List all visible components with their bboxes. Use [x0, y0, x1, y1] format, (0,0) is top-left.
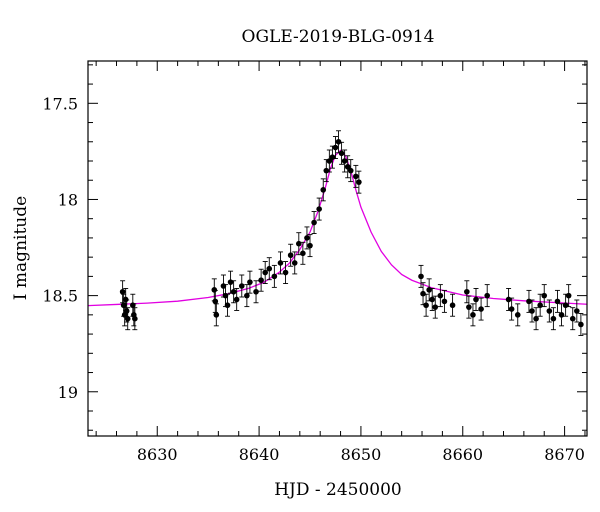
data-point: [418, 264, 424, 288]
data-point: [356, 170, 362, 194]
data-point: [449, 293, 456, 317]
data-point: [429, 288, 436, 311]
y-tick-label: 19: [58, 383, 78, 402]
data-point: [423, 293, 429, 317]
y-tick-label: 18.5: [42, 287, 78, 306]
data-point: [344, 155, 351, 179]
data-point: [437, 284, 444, 308]
data-point: [329, 145, 336, 169]
data-point: [546, 299, 553, 323]
data-point: [307, 234, 313, 258]
y-axis-label: I magnitude: [11, 196, 31, 300]
data-point: [320, 178, 327, 202]
data-point: [271, 264, 278, 288]
data-point: [230, 280, 237, 304]
data-point: [353, 164, 359, 188]
data-point: [291, 251, 298, 275]
y-tick-label: 17.5: [42, 94, 78, 113]
data-point: [464, 280, 470, 304]
data-point: [541, 284, 548, 308]
data-point: [470, 303, 476, 327]
data-point: [213, 303, 220, 327]
model-layer: [87, 149, 588, 307]
data-point: [300, 241, 306, 265]
data-point: [578, 313, 584, 336]
chart-title: OGLE-2019-BLG-0914: [242, 27, 435, 47]
model-curve: [87, 149, 588, 307]
data-point: [341, 149, 348, 173]
data-point: [514, 303, 521, 327]
x-tick-label: 8670: [544, 445, 585, 464]
data-point: [565, 284, 572, 308]
y-axis-ticks: 17.5 18 18.5 19: [42, 64, 587, 431]
x-tick-label: 8650: [341, 445, 382, 464]
data-point: [119, 280, 126, 304]
data-point: [244, 284, 250, 308]
data-point: [554, 289, 561, 313]
data-point: [338, 141, 345, 165]
y-tick-label: 18: [58, 190, 78, 209]
data-point: [311, 211, 317, 234]
data-point: [473, 288, 479, 311]
data-point: [574, 299, 580, 323]
data-point: [262, 261, 268, 284]
x-tick-label: 8630: [137, 445, 178, 464]
data-point: [478, 297, 484, 321]
data-point: [247, 270, 253, 294]
data-point: [224, 293, 231, 317]
data-point: [253, 280, 259, 304]
data-point: [508, 297, 515, 321]
plot-frame: [87, 60, 588, 437]
data-point: [304, 226, 310, 250]
data-point: [326, 149, 333, 173]
data-point: [533, 307, 539, 331]
data-point: [277, 251, 284, 275]
data-point: [238, 274, 245, 298]
data-point: [537, 293, 543, 317]
data-point: [558, 303, 565, 327]
data-point: [441, 289, 448, 313]
data-point: [420, 282, 426, 306]
data-point: [233, 288, 240, 311]
x-tick-label: 8640: [239, 445, 280, 464]
data-point: [484, 284, 491, 308]
data-point: [466, 295, 472, 319]
data-point: [282, 261, 289, 284]
data-point: [529, 299, 535, 323]
data-point: [212, 289, 219, 313]
x-axis-ticks: 8630 8640 8650 8660 8670: [95, 61, 586, 464]
data-point: [211, 278, 218, 302]
data-point: [258, 268, 264, 292]
data-point: [316, 197, 322, 221]
data-point: [347, 159, 354, 183]
data-point: [432, 295, 439, 319]
data-point: [550, 307, 557, 331]
data-point: [266, 257, 273, 281]
data-points-layer: [119, 130, 584, 336]
data-point: [287, 243, 294, 267]
data-point: [505, 288, 512, 311]
data-point: [124, 307, 131, 331]
data-point: [132, 307, 138, 331]
data-point: [296, 232, 302, 256]
data-point: [569, 307, 576, 331]
data-point: [332, 136, 339, 159]
x-axis-label: HJD - 2450000: [274, 480, 402, 500]
x-tick-label: 8660: [442, 445, 483, 464]
